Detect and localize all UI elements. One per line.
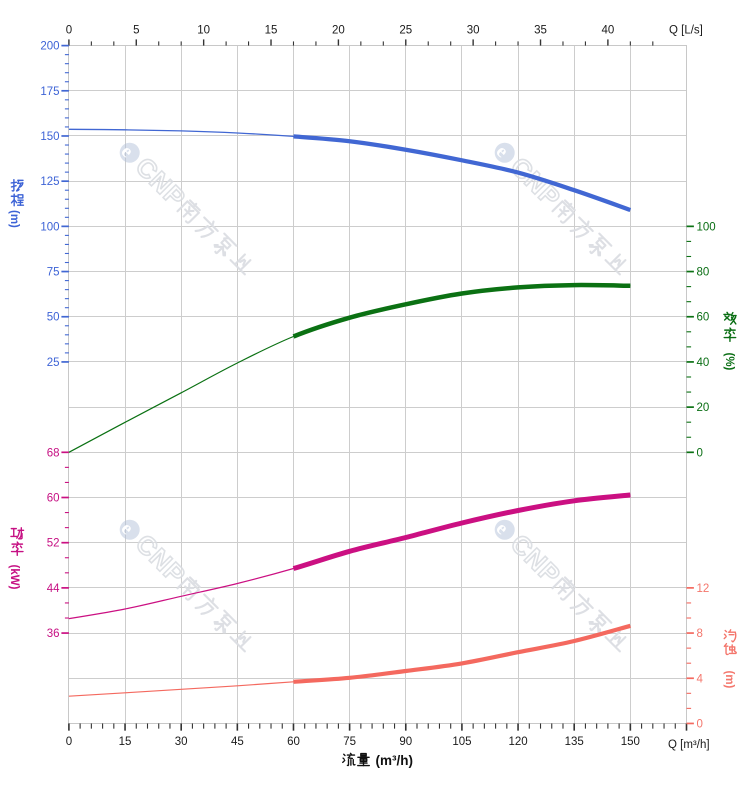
svg-text:25: 25 — [47, 357, 60, 369]
svg-text:125: 125 — [40, 176, 59, 188]
svg-text:40: 40 — [697, 357, 710, 369]
svg-text:150: 150 — [40, 131, 59, 143]
svg-text:60: 60 — [287, 736, 300, 748]
svg-text:75: 75 — [343, 736, 356, 748]
svg-text:68: 68 — [47, 447, 60, 459]
svg-text:Q [L/s]: Q [L/s] — [669, 25, 703, 37]
svg-text:(m): (m) — [723, 671, 735, 689]
svg-text:(kW): (kW) — [8, 565, 20, 590]
svg-text:0: 0 — [66, 25, 72, 37]
svg-text:15: 15 — [119, 736, 132, 748]
svg-text:25: 25 — [399, 25, 412, 37]
svg-text:(m): (m) — [8, 210, 20, 228]
svg-text:75: 75 — [47, 267, 60, 279]
svg-text:90: 90 — [399, 736, 412, 748]
svg-text:40: 40 — [601, 25, 614, 37]
svg-text:135: 135 — [565, 736, 584, 748]
svg-text:35: 35 — [534, 25, 547, 37]
svg-text:(m³/h): (m³/h) — [376, 753, 414, 768]
svg-text:(%): (%) — [723, 353, 735, 371]
svg-text:80: 80 — [697, 267, 710, 279]
svg-text:30: 30 — [175, 736, 188, 748]
svg-text:36: 36 — [47, 628, 60, 640]
svg-text:150: 150 — [621, 736, 640, 748]
svg-text:20: 20 — [332, 25, 345, 37]
svg-text:0: 0 — [697, 718, 703, 730]
svg-text:4: 4 — [697, 673, 704, 685]
svg-text:100: 100 — [697, 221, 716, 233]
svg-text:0: 0 — [697, 447, 703, 459]
svg-text:10: 10 — [197, 25, 210, 37]
svg-text:8: 8 — [697, 628, 703, 640]
svg-text:175: 175 — [40, 86, 59, 98]
svg-text:52: 52 — [47, 538, 60, 550]
svg-text:100: 100 — [40, 221, 59, 233]
svg-text:120: 120 — [508, 736, 527, 748]
svg-text:200: 200 — [40, 41, 59, 53]
svg-text:30: 30 — [467, 25, 480, 37]
svg-text:60: 60 — [47, 493, 60, 505]
svg-text:15: 15 — [265, 25, 278, 37]
svg-text:Q [m³/h]: Q [m³/h] — [668, 739, 710, 751]
svg-text:44: 44 — [47, 583, 60, 595]
svg-text:60: 60 — [697, 312, 710, 324]
svg-text:105: 105 — [452, 736, 471, 748]
svg-text:50: 50 — [47, 312, 60, 324]
svg-text:5: 5 — [133, 25, 139, 37]
svg-text:0: 0 — [66, 736, 72, 748]
svg-text:45: 45 — [231, 736, 244, 748]
svg-text:20: 20 — [697, 402, 710, 414]
svg-text:12: 12 — [697, 583, 710, 595]
